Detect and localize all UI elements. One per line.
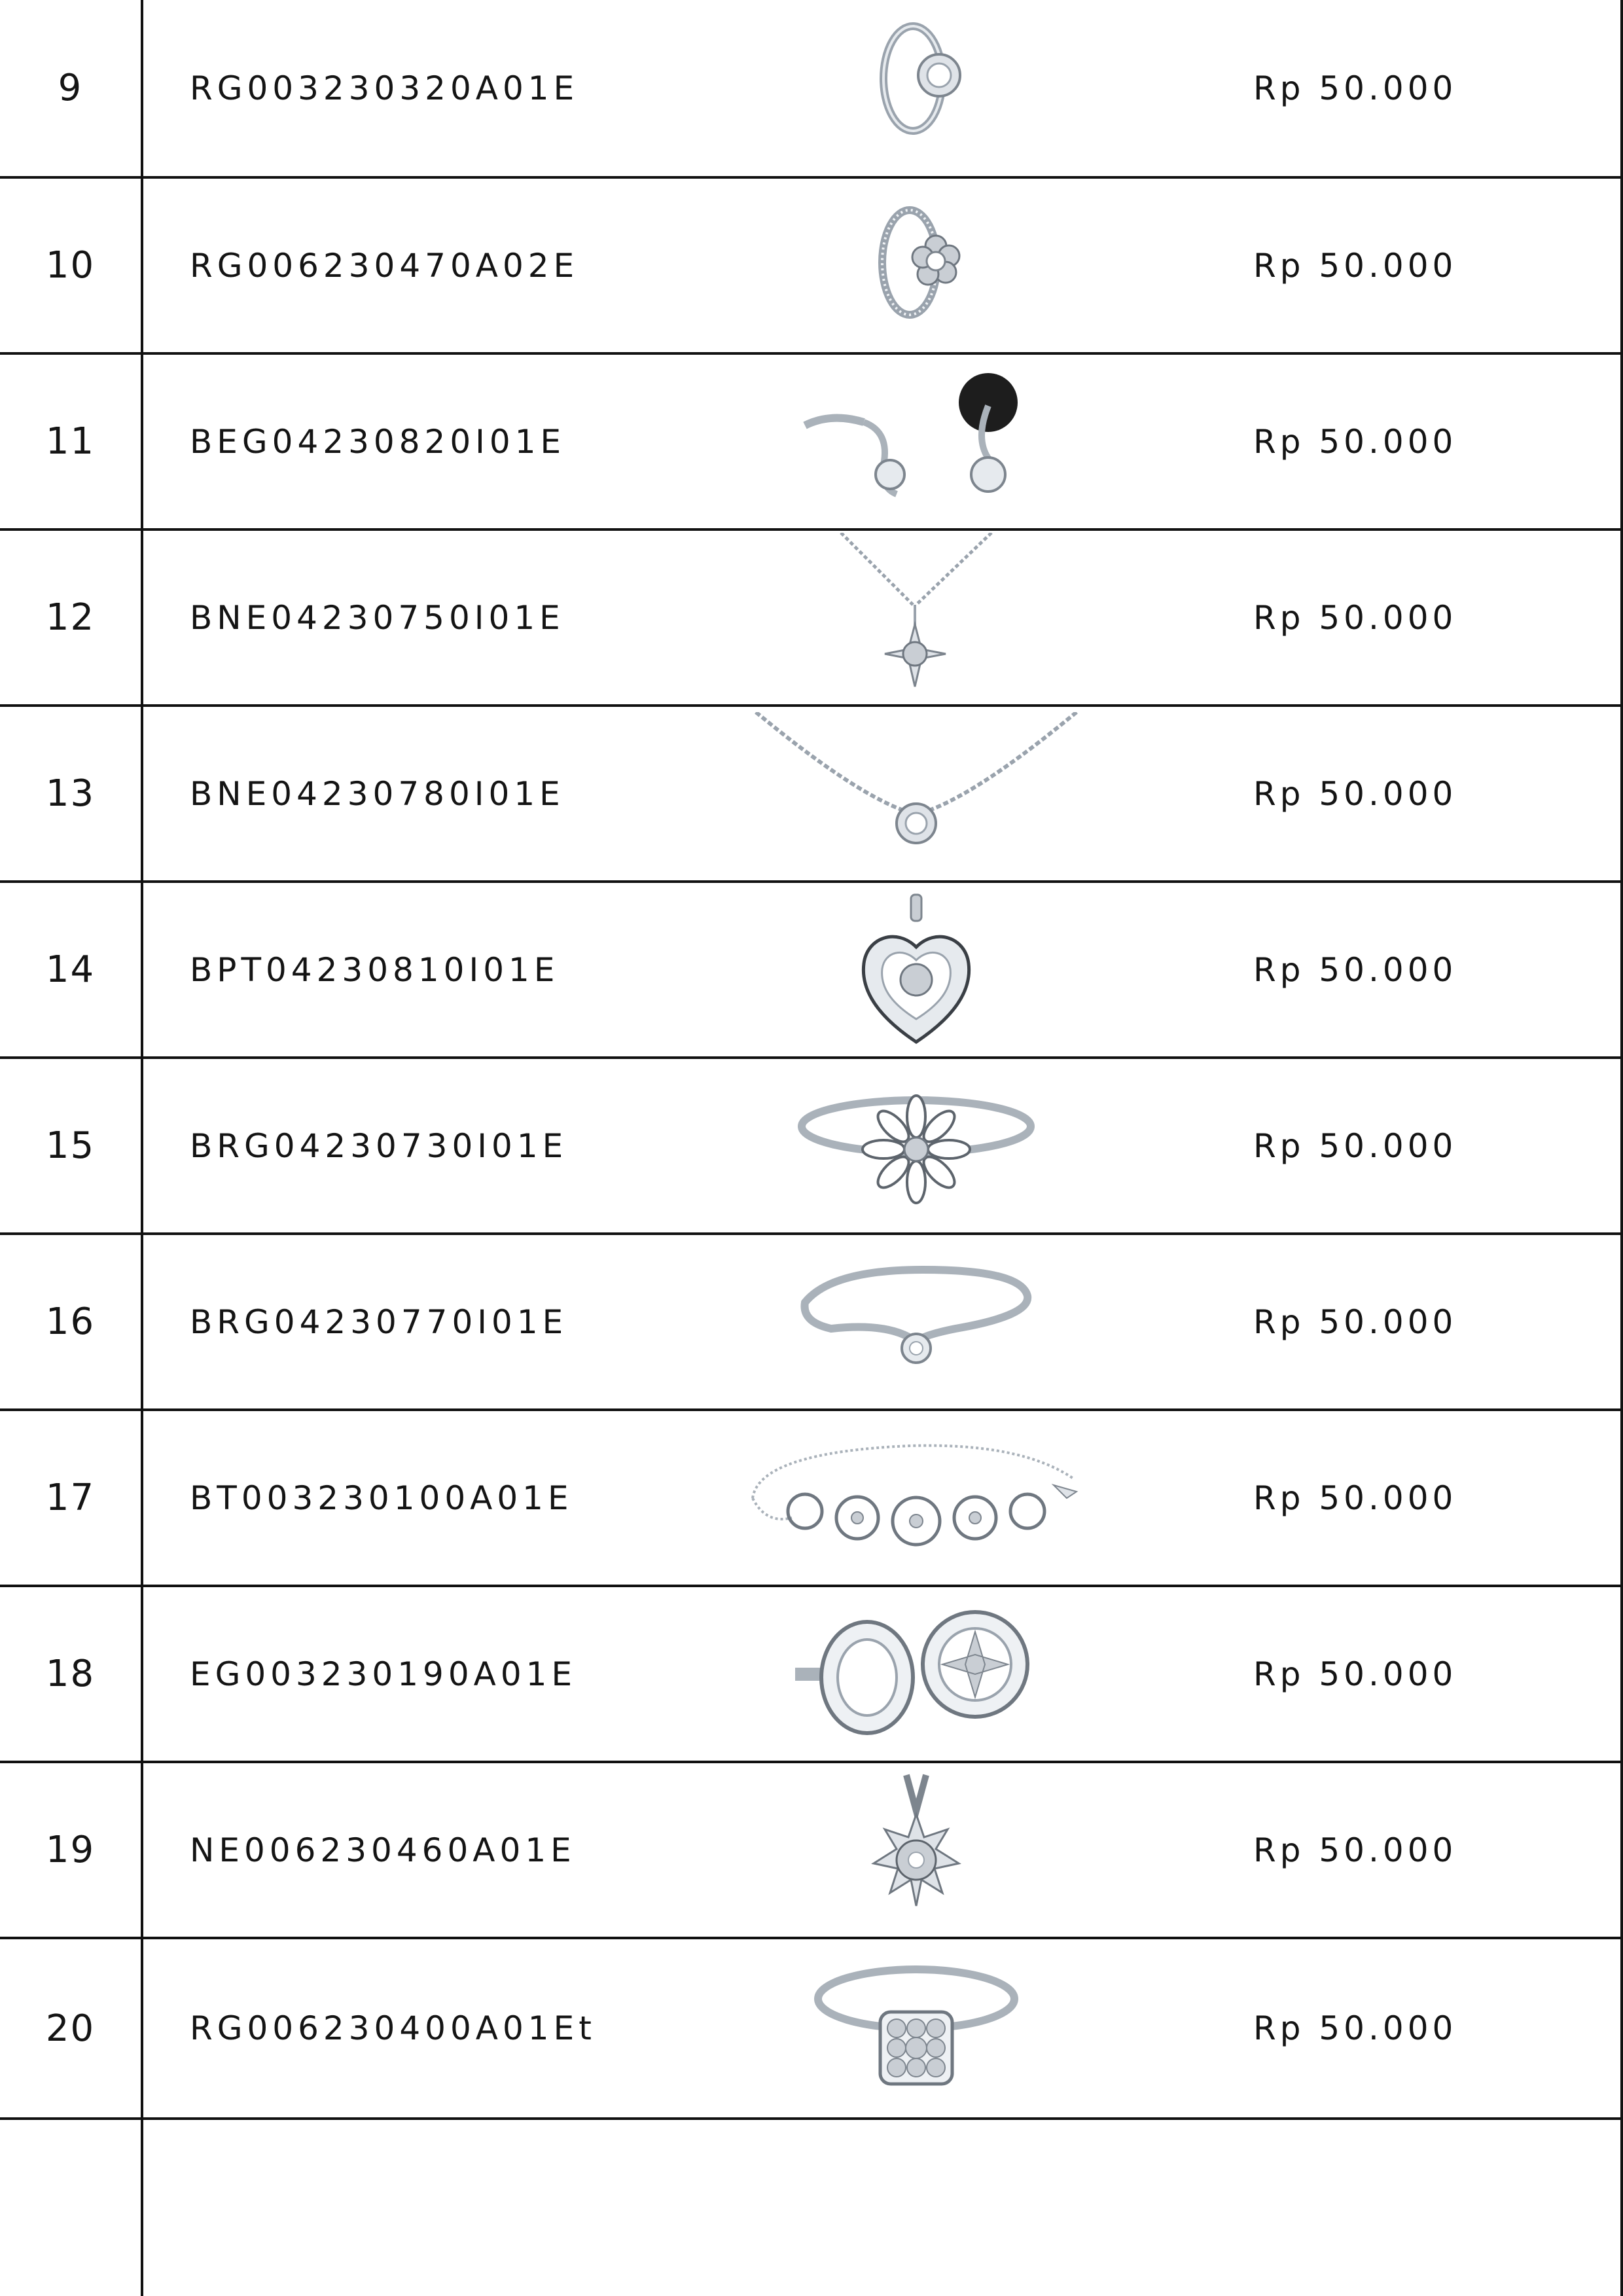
table-row: 12 BNE04230750I01E Rp 50.000: [0, 528, 1623, 704]
necklace-star-icon: [840, 532, 993, 687]
row-number: 13: [45, 772, 96, 815]
column-divider: [141, 0, 143, 2296]
row-number: 19: [45, 1829, 96, 1871]
product-code: RG006230470A02E: [190, 246, 579, 285]
ring-square-cluster-icon: [814, 1965, 1018, 2086]
row-number: 14: [45, 948, 96, 991]
product-price: Rp 50.000: [1253, 422, 1457, 461]
product-code: BRG04230730I01E: [190, 1126, 568, 1165]
pendant-sunburst-icon: [871, 1774, 961, 1906]
product-code: BPT04230810I01E: [190, 950, 560, 989]
product-code: BNE04230750I01E: [190, 598, 565, 637]
row-number: 11: [45, 420, 96, 463]
row-number: 12: [45, 596, 96, 639]
product-price: Rp 50.000: [1253, 1302, 1457, 1341]
product-code: BEG04230820I01E: [190, 422, 566, 461]
ring-halo-icon: [880, 22, 961, 135]
bracelet-circles-icon: [751, 1444, 1079, 1546]
ring-solitaire-icon: [800, 1265, 1032, 1364]
table-border-right: [1620, 0, 1623, 2296]
table-row: 9 RG003230320A01E Rp 50.000: [0, 0, 1623, 176]
product-price: Rp 50.000: [1253, 1126, 1457, 1165]
product-code: EG003230190A01E: [190, 1655, 577, 1693]
row-number: 17: [45, 1477, 96, 1519]
product-image: [740, 883, 1093, 1056]
product-code: RG003230320A01E: [190, 69, 579, 107]
product-code: BRG04230770I01E: [190, 1302, 568, 1341]
product-price: Rp 50.000: [1253, 1831, 1457, 1869]
row-number: 18: [45, 1653, 96, 1695]
product-image: [740, 707, 1093, 880]
product-price: Rp 50.000: [1253, 2009, 1457, 2047]
table-row: 10 RG006230470A02E Rp 50.000: [0, 176, 1623, 352]
row-number: 9: [58, 67, 83, 109]
product-image: [740, 531, 1093, 704]
product-image: [740, 1235, 1093, 1408]
product-image: [740, 0, 1093, 176]
table-row: 13 BNE04230780I01E Rp 50.000: [0, 704, 1623, 880]
table-row: 14 BPT04230810I01E Rp 50.000: [0, 880, 1623, 1056]
row-number: 10: [45, 244, 96, 287]
product-price: Rp 50.000: [1253, 1655, 1457, 1693]
product-price: Rp 50.000: [1253, 69, 1457, 107]
row-number: 20: [45, 2007, 96, 2050]
product-code: RG006230400A01Et: [190, 2009, 596, 2047]
product-image: [740, 1411, 1093, 1585]
product-image: [740, 1939, 1093, 2117]
product-code: BNE04230780I01E: [190, 774, 565, 813]
earrings-round-stud-icon: [795, 1609, 1029, 1735]
table-row: 20 RG006230400A01Et Rp 50.000: [0, 1937, 1623, 2117]
row-number: 16: [45, 1300, 96, 1343]
table-row: 18 EG003230190A01E Rp 50.000: [0, 1585, 1623, 1761]
product-price: Rp 50.000: [1253, 246, 1457, 285]
product-price: Rp 50.000: [1253, 598, 1457, 637]
product-price: Rp 50.000: [1253, 1479, 1457, 1517]
ring-flower-icon: [878, 206, 961, 319]
product-image: [740, 1587, 1093, 1761]
product-image: [740, 1763, 1093, 1937]
earrings-drop-icon: [803, 372, 1018, 497]
row-number: 15: [45, 1124, 96, 1167]
necklace-round-icon: [755, 711, 1078, 844]
pendant-heart-icon: [861, 893, 971, 1044]
table-row: 11 BEG04230820I01E Rp 50.000: [0, 352, 1623, 528]
table-row: 19 NE006230460A01E Rp 50.000: [0, 1761, 1623, 1937]
product-price: Rp 50.000: [1253, 774, 1457, 813]
product-image: [740, 179, 1093, 352]
table-row: 16 BRG04230770I01E Rp 50.000: [0, 1232, 1623, 1408]
ring-daisy-icon: [798, 1094, 1035, 1204]
product-image: [740, 355, 1093, 528]
product-image: [740, 1059, 1093, 1232]
table-row: 15 BRG04230730I01E Rp 50.000: [0, 1056, 1623, 1232]
table-row-empty: [0, 2117, 1623, 2296]
table-row: 17 BT003230100A01E Rp 50.000: [0, 1408, 1623, 1585]
product-code: NE006230460A01E: [190, 1831, 576, 1869]
product-price: Rp 50.000: [1253, 950, 1457, 989]
product-code: BT003230100A01E: [190, 1479, 573, 1517]
